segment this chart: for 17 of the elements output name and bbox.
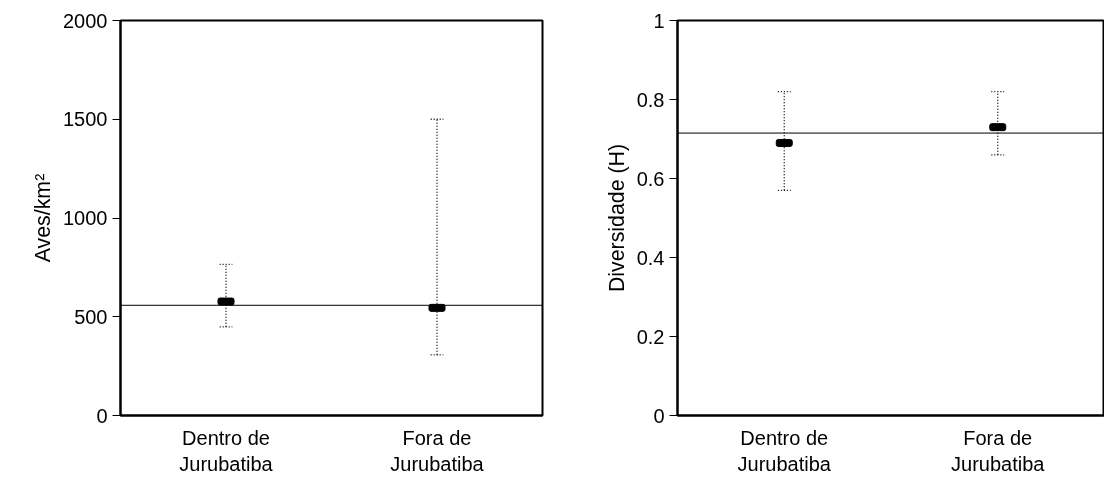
y-tick-label: 500 [74, 305, 108, 328]
y-tick-label: 0.2 [636, 325, 665, 348]
y-tick-label: 0.6 [636, 167, 665, 190]
x-tick-label: Dentro de Jurubatiba [737, 426, 832, 475]
x-tick-label: Fora de Jurubatiba [390, 426, 485, 475]
y-tick-label: 0 [96, 404, 108, 427]
y-tick-label: 0.8 [636, 88, 665, 111]
y-axis-title: Diversidade (H) [604, 143, 629, 293]
y-tick-label: 1000 [63, 207, 108, 229]
y-axis-title: Aves/km² [31, 173, 56, 263]
y-tick-label: 0.4 [636, 246, 665, 269]
y-tick-label: 0 [653, 404, 665, 427]
y-tick-label: 1500 [63, 108, 108, 131]
x-tick-label: Dentro de Jurubatiba [179, 426, 274, 475]
x-tick-label: Fora de Jurubatiba [951, 426, 1046, 475]
y-tick-label: 2000 [63, 9, 108, 32]
y-tick-label: 1 [653, 9, 665, 32]
